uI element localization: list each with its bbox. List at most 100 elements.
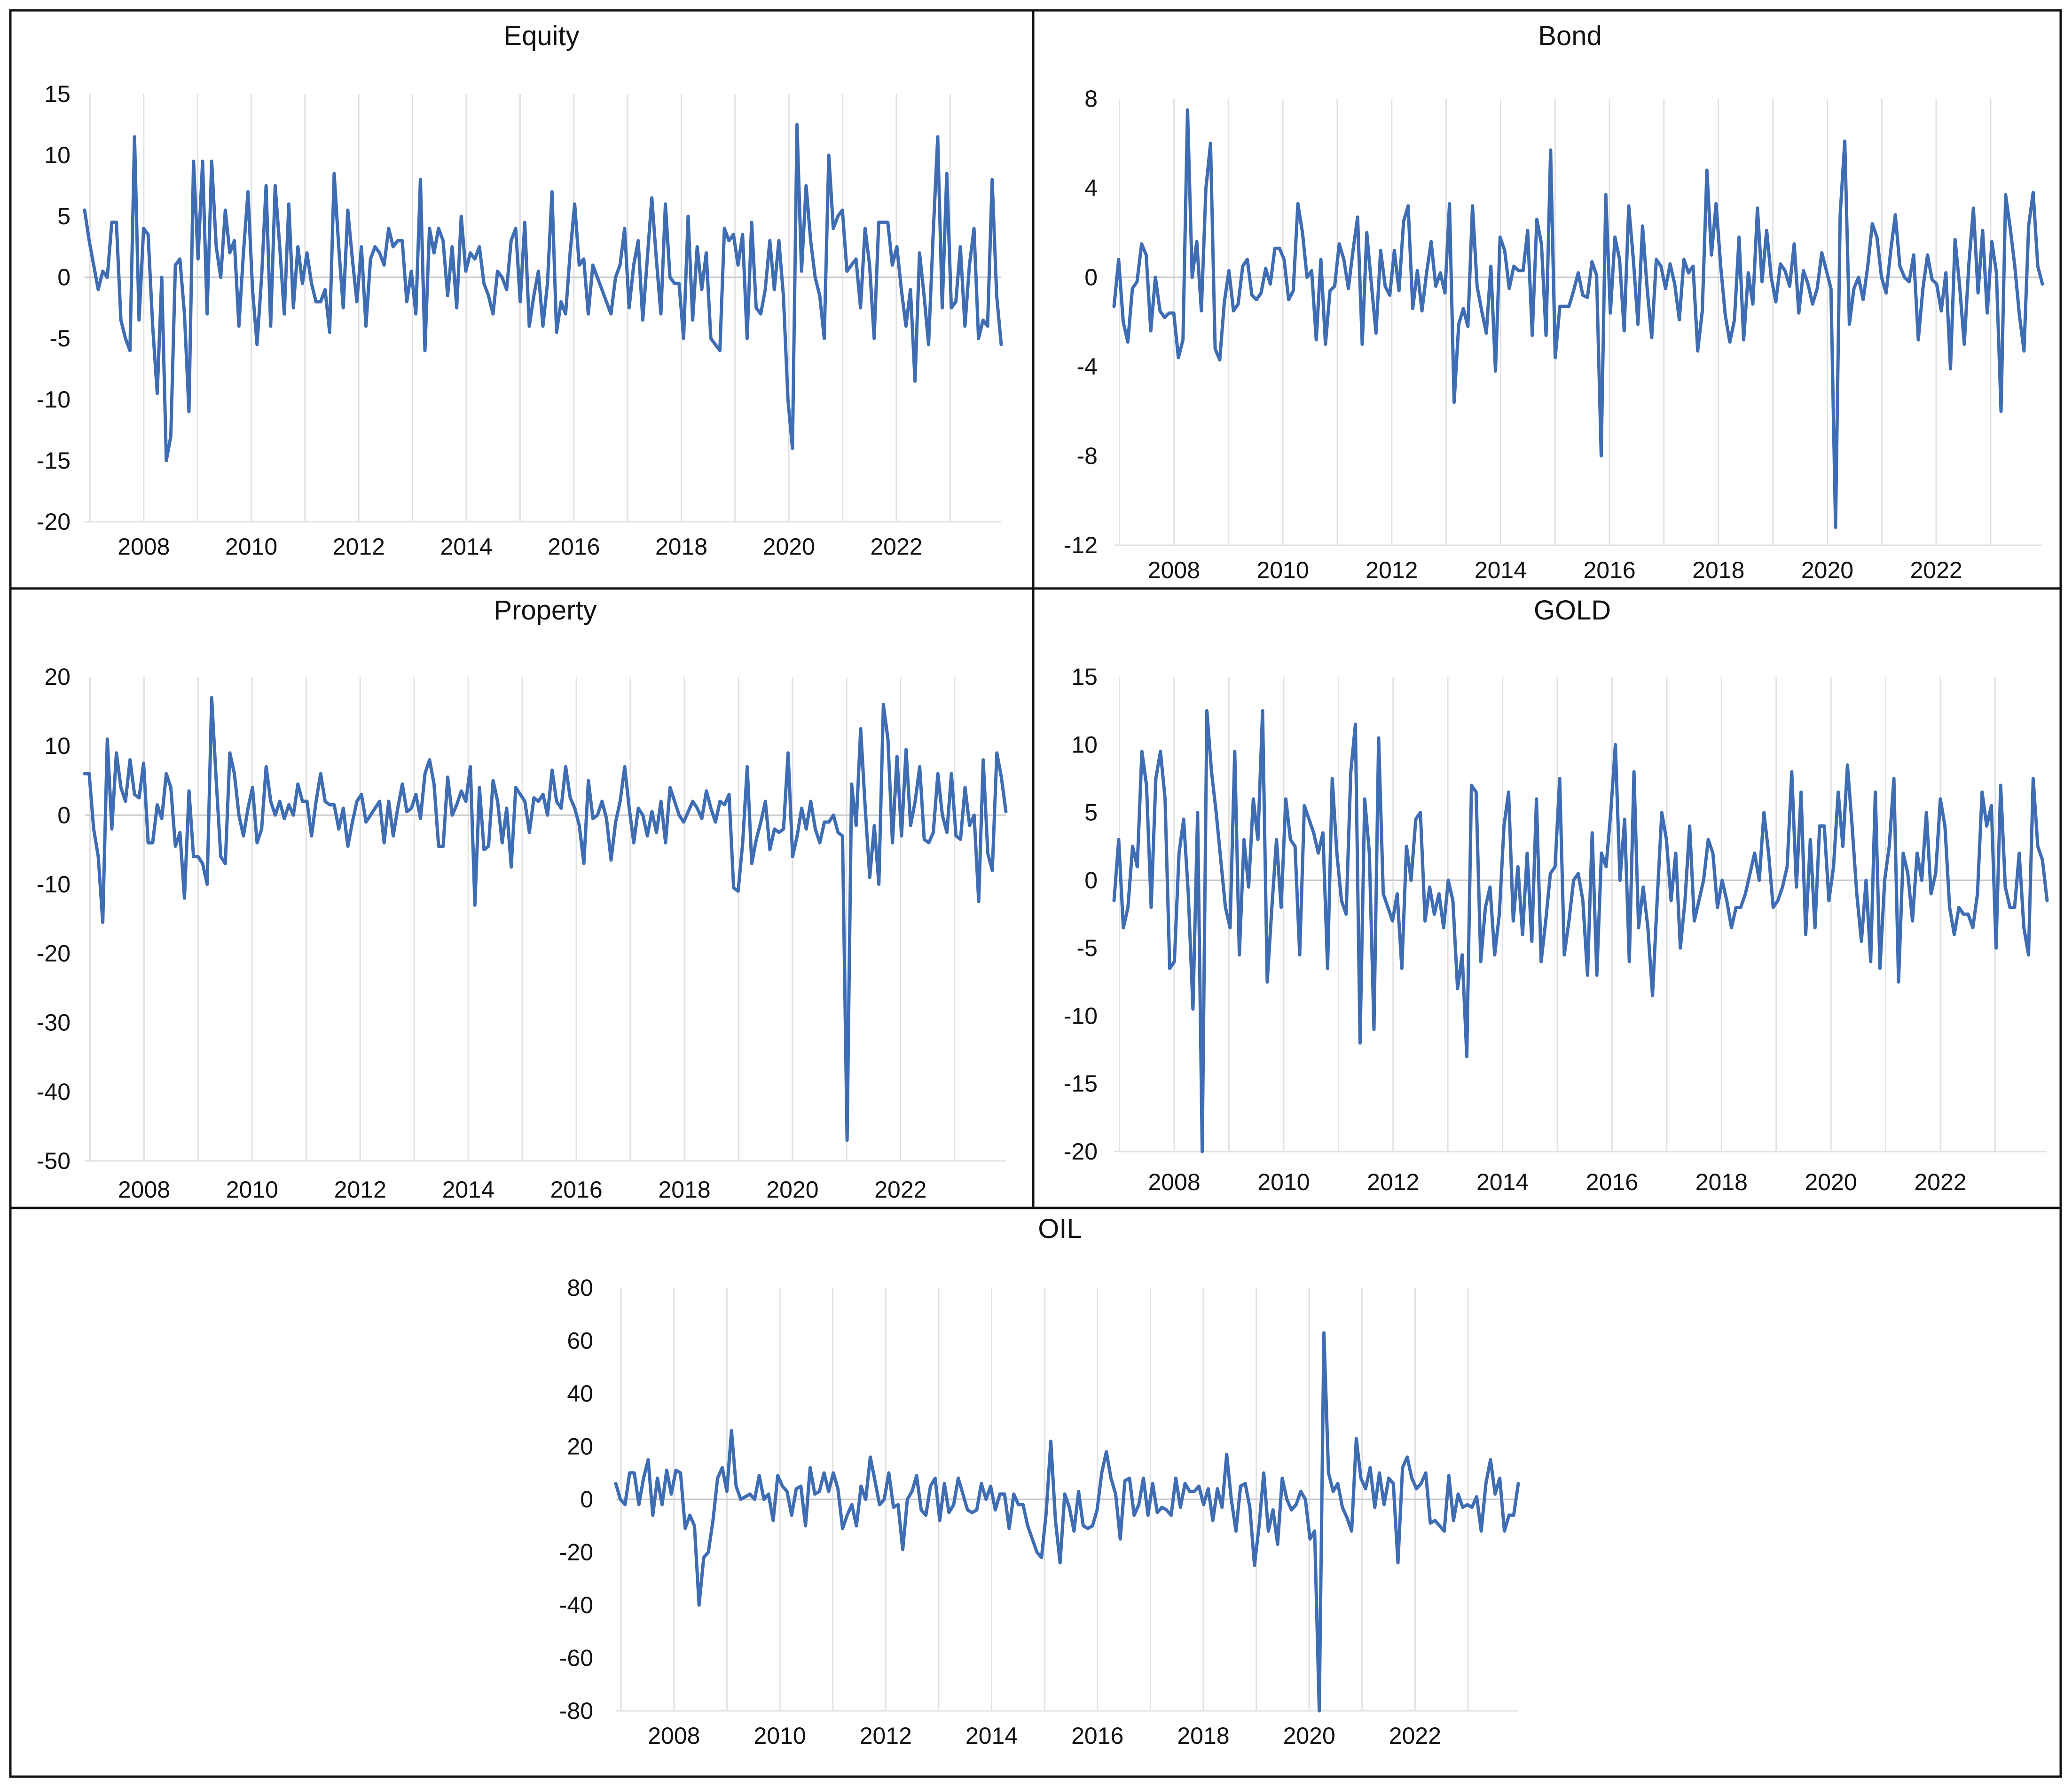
bond-series-line: [1112, 108, 2044, 529]
gold-y-tick-label: 15: [1071, 664, 1098, 690]
equity-y-tick-label: -20: [37, 509, 71, 535]
oil-x-tick-label: 2008: [648, 1723, 700, 1749]
gold-x-tick-label: 2014: [1476, 1169, 1529, 1195]
oil-x-tick-label: 2016: [1071, 1723, 1123, 1749]
bond-y-tick-label: 8: [1084, 86, 1098, 112]
bond-x-tick-label: 2008: [1148, 557, 1200, 583]
bond-x-tick-label: 2020: [1801, 557, 1853, 583]
oil-y-tick-label: -80: [559, 1698, 593, 1724]
bond-x-tick-label: 2010: [1256, 557, 1309, 583]
gold-y-tick-label: -10: [1064, 1003, 1098, 1029]
bond-x-tick-label: 2022: [1910, 557, 1962, 583]
oil-y-tick-label: 20: [567, 1434, 593, 1460]
bond-x-axis: 2008 2010 2012 2014 2016 2018 2020 2022: [1148, 557, 1962, 583]
property-y-tick-label: 10: [44, 733, 71, 759]
gold-y-tick-label: 5: [1084, 799, 1098, 826]
oil-title: OIL: [1038, 1214, 1082, 1244]
gold-y-tick-label: 10: [1071, 731, 1098, 758]
oil-y-tick-label: -40: [559, 1592, 593, 1618]
equity-x-axis: 2008 2010 2012 2014 2016 2018 2020 2022: [118, 533, 922, 560]
equity-y-tick-label: -10: [37, 386, 71, 413]
bond-y-tick-label: -8: [1077, 443, 1098, 469]
bond-y-tick-label: 4: [1084, 175, 1098, 201]
equity-y-tick-label: -15: [37, 447, 71, 474]
property-y-tick-label: 0: [57, 802, 71, 828]
oil-series-line: [614, 1331, 1520, 1713]
property-x-tick-label: 2008: [118, 1176, 170, 1203]
bond-y-tick-label: 0: [1084, 264, 1098, 290]
gold-y-axis: 15 10 5 0 -5 -10 -15 -20: [1064, 664, 1098, 1165]
gold-x-tick-label: 2018: [1695, 1169, 1748, 1195]
equity-series-line: [83, 123, 1003, 462]
oil-x-tick-label: 2012: [860, 1723, 912, 1749]
property-x-tick-label: 2022: [874, 1176, 926, 1203]
equity-y-tick-label: -5: [50, 325, 71, 352]
oil-y-axis: 80 60 40 20 0 -20 -40 -60 -80: [559, 1275, 593, 1724]
equity-x-tick-label: 2018: [655, 533, 707, 560]
gold-x-axis: 2008 2010 2012 2014 2016 2018 2020 2022: [1148, 1169, 1966, 1195]
equity-y-tick-label: 10: [44, 142, 71, 168]
equity-x-tick-label: 2008: [118, 533, 170, 560]
gold-x-tick-label: 2010: [1257, 1169, 1310, 1195]
oil-y-tick-label: 60: [567, 1328, 593, 1354]
bond-grid: [1114, 99, 2042, 546]
bond-x-tick-label: 2012: [1366, 557, 1418, 583]
property-title: Property: [494, 595, 596, 626]
oil-y-tick-label: 80: [567, 1275, 593, 1301]
oil-x-tick-label: 2010: [753, 1723, 806, 1749]
oil-x-tick-label: 2020: [1283, 1723, 1335, 1749]
equity-title: Equity: [503, 21, 579, 51]
oil-panel-frame: [9, 1207, 2062, 1778]
property-x-tick-label: 2012: [334, 1176, 386, 1203]
property-grid: [85, 677, 1006, 1162]
bond-x-tick-label: 2014: [1475, 557, 1527, 583]
equity-x-tick-label: 2010: [225, 533, 277, 560]
property-y-axis: 20 10 0 -10 -20 -30 -40 -50: [37, 664, 71, 1174]
oil-y-tick-label: 0: [580, 1486, 593, 1513]
oil-panel: OIL 80 60 40 20 0 -20 -40 -60 -80 2008 2010 2012 20…: [9, 1207, 2062, 1778]
oil-x-tick-label: 2018: [1177, 1723, 1229, 1749]
equity-x-tick-label: 2020: [763, 533, 815, 560]
property-x-tick-label: 2014: [442, 1176, 494, 1203]
property-x-tick-label: 2018: [658, 1176, 710, 1203]
gold-x-tick-label: 2022: [1914, 1169, 1966, 1195]
property-x-tick-label: 2010: [226, 1176, 278, 1203]
gold-x-tick-label: 2012: [1367, 1169, 1419, 1195]
equity-y-tick-label: 5: [57, 203, 71, 229]
equity-y-tick-label: 15: [44, 81, 71, 107]
property-y-tick-label: -40: [37, 1079, 71, 1105]
bond-x-tick-label: 2018: [1692, 557, 1744, 583]
equity-x-tick-label: 2012: [333, 533, 385, 560]
oil-x-tick-label: 2014: [965, 1723, 1018, 1749]
property-y-tick-label: -30: [37, 1010, 71, 1036]
oil-y-tick-label: -20: [559, 1539, 593, 1566]
bond-x-tick-label: 2016: [1583, 557, 1635, 583]
equity-x-tick-label: 2022: [870, 533, 922, 560]
property-series-line: [83, 696, 1008, 1142]
property-x-axis: 2008 2010 2012 2014 2016 2018 2020 2022: [118, 1176, 927, 1203]
property-x-tick-label: 2020: [766, 1176, 818, 1203]
gold-y-tick-label: -20: [1064, 1138, 1098, 1165]
equity-panel: Equity 15 10 5 0 -5 -10 -15 -20 2008 2010 2012 201…: [9, 9, 1035, 590]
property-y-tick-label: -50: [37, 1148, 71, 1174]
bond-title: Bond: [1538, 21, 1601, 51]
gold-y-tick-label: 0: [1084, 867, 1098, 894]
property-y-tick-label: -10: [37, 871, 71, 897]
oil-x-tick-label: 2022: [1389, 1723, 1441, 1749]
gold-x-tick-label: 2008: [1148, 1169, 1200, 1195]
gold-grid: [1114, 677, 2047, 1152]
oil-y-tick-label: -60: [559, 1645, 593, 1671]
equity-x-tick-label: 2016: [548, 533, 600, 560]
oil-y-tick-label: 40: [567, 1380, 593, 1407]
bond-y-axis: 8 4 0 -4 -8 -12: [1064, 86, 1098, 558]
bond-panel: Bond 8 4 0 -4 -8 -12 2008 2010 2012 2014 2016 2018…: [1032, 9, 2062, 590]
gold-title: GOLD: [1534, 595, 1611, 626]
equity-y-axis: 15 10 5 0 -5 -10 -15 -20: [37, 81, 71, 535]
gold-series-line: [1112, 709, 2049, 1153]
bond-y-tick-label: -12: [1064, 532, 1098, 558]
property-x-tick-label: 2016: [550, 1176, 602, 1203]
gold-y-tick-label: -15: [1064, 1071, 1098, 1097]
property-y-tick-label: 20: [44, 664, 71, 690]
